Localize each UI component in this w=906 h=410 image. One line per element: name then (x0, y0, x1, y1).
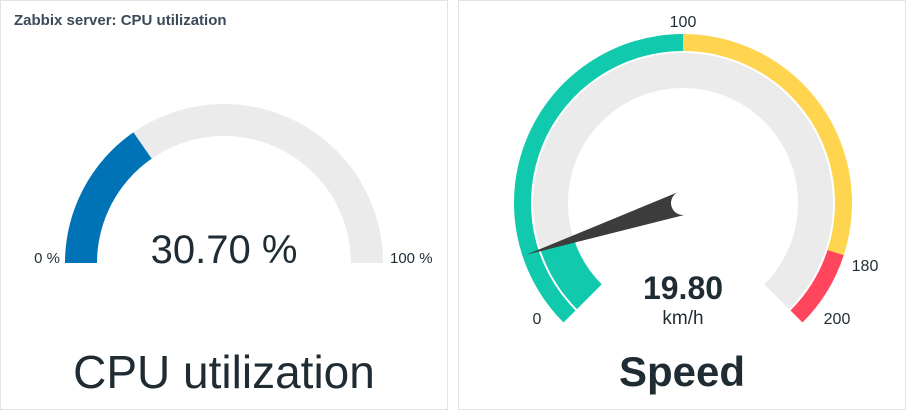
gauge-track (65, 104, 383, 263)
cpu-gauge: 0 % 100 % 30.70 % (34, 104, 433, 272)
speed-gauge-widget: 0 100 180 200 19.80 km/h Speed (458, 0, 906, 410)
threshold-arc-1 (683, 34, 852, 256)
gauge-value: 30.70 % (151, 228, 298, 272)
gauge-value-arc (540, 239, 602, 310)
scale-label-200: 200 (824, 311, 851, 328)
scale-label-100: 100 (670, 14, 697, 31)
gauge-max-label: 100 % (390, 250, 433, 267)
scale-label-180: 180 (852, 258, 879, 275)
scale-label-0: 0 (533, 311, 542, 328)
gauge-min-label: 0 % (34, 250, 60, 267)
widget-header: Zabbix server: CPU utilization (14, 12, 227, 29)
threshold-arc-2 (790, 249, 844, 323)
gauge-units: km/h (662, 308, 703, 329)
gauge-description: CPU utilization (73, 346, 375, 398)
threshold-arc-0 (514, 34, 683, 323)
gauge-value-arc (65, 132, 152, 263)
gauge-value: 19.80 (643, 270, 723, 306)
gauge-needle (526, 191, 687, 255)
gauge-description: Speed (618, 348, 746, 395)
cpu-gauge-widget: Zabbix server: CPU utilization 0 % 100 % 3… (0, 0, 448, 410)
